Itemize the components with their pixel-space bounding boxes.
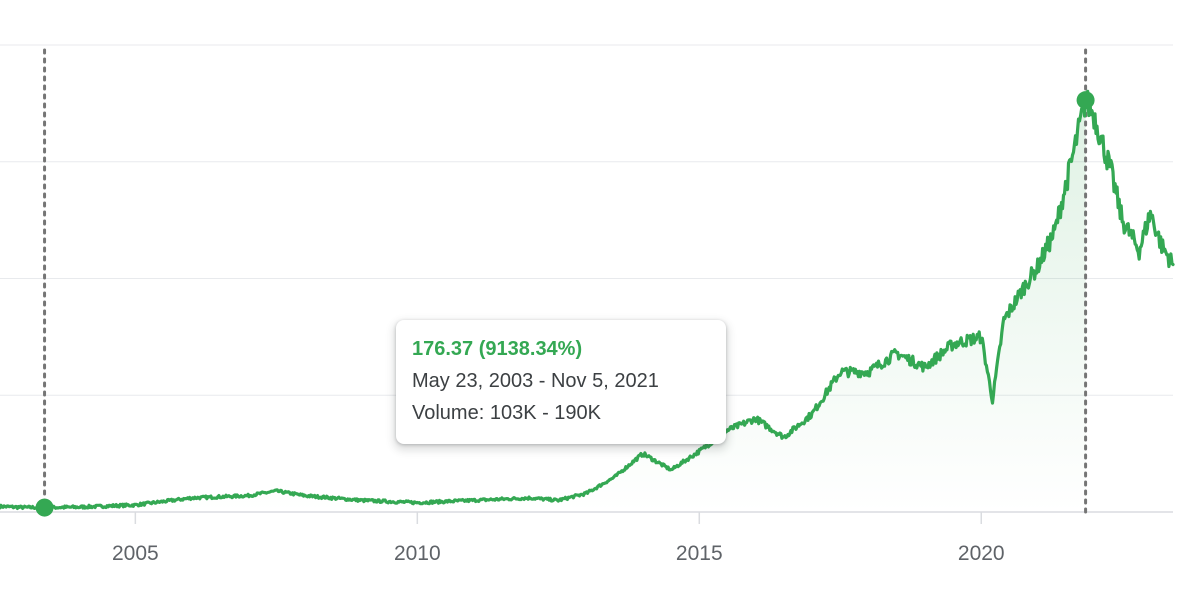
x-axis-ticks: 2005 2010 2015 2020	[112, 512, 1005, 565]
range-tooltip: 176.37 (9138.34%) May 23, 2003 - Nov 5, …	[396, 320, 726, 444]
x-tick-label: 2010	[394, 542, 441, 565]
tooltip-value: 176.37 (9138.34%)	[412, 338, 583, 360]
selected-range-area	[44, 98, 1086, 512]
tooltip-volume: Volume: 103K - 190K	[412, 402, 602, 424]
tooltip-date-range: May 23, 2003 - Nov 5, 2021	[412, 370, 659, 392]
x-tick-label: 2015	[676, 542, 723, 565]
price-line	[0, 89, 1175, 511]
range-start-point[interactable]	[35, 498, 54, 517]
x-tick-label: 2005	[112, 542, 159, 565]
range-end-point[interactable]	[1076, 91, 1095, 110]
x-tick-label: 2020	[958, 542, 1005, 565]
